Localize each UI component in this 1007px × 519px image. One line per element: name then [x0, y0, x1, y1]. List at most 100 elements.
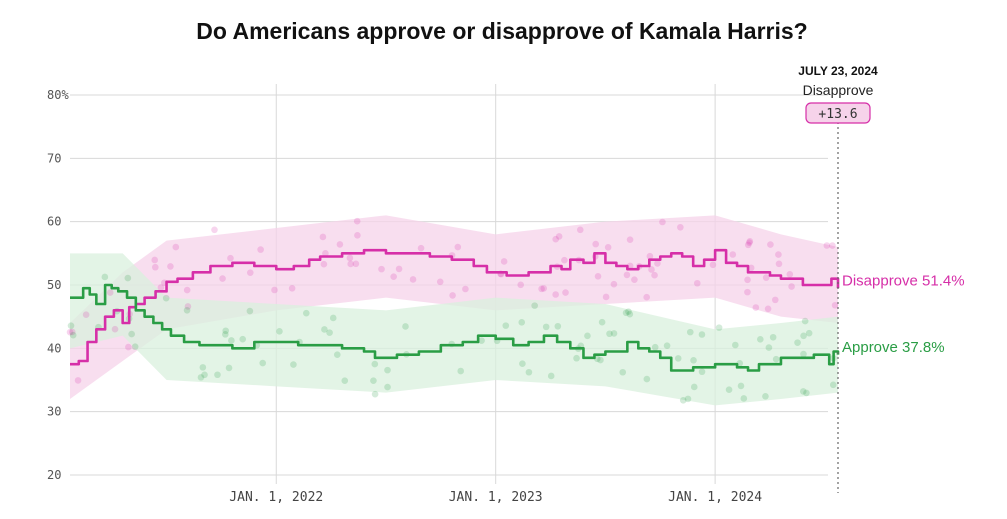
approve-poll-dot	[384, 383, 391, 391]
disapprove-poll-dot	[395, 265, 403, 273]
disapprove-poll-dot	[125, 343, 132, 351]
trend-lines	[70, 248, 840, 372]
disapprove-poll-dot	[151, 256, 159, 264]
y-tick-label: 30	[47, 405, 61, 419]
approve-poll-dot	[478, 337, 485, 344]
approve-poll-dot	[803, 389, 810, 397]
disapprove-poll-dot	[747, 264, 755, 272]
disapprove-poll-dot	[246, 269, 254, 276]
disapprove-poll-dot	[562, 289, 569, 296]
disapprove-poll-dot	[517, 281, 525, 289]
disapprove-end-label: Disapprove 51.4%	[842, 273, 965, 290]
disapprove-poll-dot	[552, 291, 559, 298]
approve-poll-dot	[214, 371, 221, 379]
annotation-date: JULY 23, 2024	[798, 64, 878, 78]
disapprove-poll-dot	[626, 236, 634, 243]
disapprove-poll-dot	[610, 280, 618, 288]
disapprove-poll-dot	[436, 278, 444, 286]
approve-poll-dot	[799, 388, 807, 395]
disapprove-poll-dot	[106, 289, 114, 296]
disapprove-poll-dot	[823, 242, 831, 249]
disapprove-poll-dot	[648, 266, 655, 273]
approve-poll-dot	[518, 319, 526, 326]
approve-band	[70, 253, 838, 406]
approve-poll-dot	[162, 294, 170, 302]
approve-poll-dot	[457, 367, 464, 375]
disapprove-poll-dot	[353, 217, 361, 225]
disapprove-poll-dot	[167, 263, 174, 270]
disapprove-poll-dot	[746, 238, 754, 245]
disapprove-poll-dot	[320, 260, 328, 268]
disapprove-poll-dot	[654, 260, 661, 267]
margin-badge	[805, 102, 871, 124]
approve-poll-dot	[651, 343, 659, 351]
approve-poll-dot	[402, 323, 409, 330]
approve-poll-dot	[715, 324, 723, 331]
approve-poll-dot	[686, 328, 694, 336]
approve-poll-dot	[597, 356, 604, 364]
approve-poll-dot	[800, 350, 807, 358]
disapprove-poll-dot	[111, 325, 119, 333]
disapprove-poll-dot	[219, 275, 226, 282]
x-tick-label: JAN. 1, 2023	[449, 490, 543, 505]
disapprove-poll-dot	[152, 263, 159, 271]
approve-poll-dot	[333, 351, 341, 359]
y-tick-label: 80%	[47, 88, 69, 102]
disapprove-poll-dot	[744, 276, 751, 284]
approve-poll-dot	[622, 309, 630, 317]
disapprove-poll-dot	[651, 271, 658, 279]
disapprove-poll-dot	[66, 328, 74, 336]
disapprove-poll-dot	[454, 243, 462, 251]
approve-poll-dot	[765, 344, 773, 351]
approve-poll-dot	[290, 361, 297, 368]
disapprove-poll-dot	[623, 271, 631, 279]
disapprove-poll-dot	[157, 284, 165, 291]
disapprove-poll-dot	[602, 293, 610, 301]
approve-poll-dot	[128, 330, 135, 338]
disapprove-poll-dot	[409, 276, 417, 283]
disapprove-poll-dot	[771, 296, 779, 304]
disapprove-poll-dot	[594, 273, 602, 280]
disapprove-poll-dot	[319, 233, 327, 241]
approve-poll-dot	[124, 274, 132, 282]
date-annotation: JULY 23, 2024 Disapprove +13.6	[798, 64, 878, 493]
end-labels: Disapprove 51.4% Approve 37.8%	[842, 273, 965, 357]
disapprove-poll-dot	[831, 301, 839, 309]
approve-poll-dot	[674, 355, 682, 362]
disapprove-poll-dot	[257, 246, 264, 253]
disapprove-poll-dot	[378, 265, 385, 273]
disapprove-poll-dot	[347, 260, 354, 268]
approve-poll-dot	[201, 371, 208, 379]
disapprove-poll-dot	[659, 218, 666, 226]
disapprove-poll-dot	[643, 293, 650, 301]
disapprove-poll-dot	[693, 279, 701, 287]
approve-poll-dot	[371, 360, 379, 368]
disapprove-poll-dot	[227, 254, 234, 262]
disapprove-poll-dot	[500, 258, 508, 265]
disapprove-poll-dot	[561, 256, 568, 264]
approve-poll-dot	[762, 393, 769, 400]
approve-poll-dot	[384, 366, 391, 374]
disapprove-poll-dot	[762, 274, 770, 281]
disapprove-poll-dot	[172, 243, 180, 251]
approve-poll-dot	[370, 377, 377, 384]
poll-dots	[66, 217, 839, 404]
disapprove-trend-line	[70, 248, 840, 366]
approve-poll-dot	[519, 360, 526, 367]
approve-poll-dot	[371, 390, 379, 398]
approve-poll-dot	[690, 383, 698, 391]
approve-poll-dot	[698, 331, 706, 338]
uncertainty-bands	[70, 215, 838, 406]
y-tick-label: 50	[47, 278, 61, 292]
approve-poll-dot	[684, 395, 692, 403]
approve-poll-dot	[769, 333, 777, 341]
disapprove-poll-dot	[68, 328, 76, 336]
disapprove-poll-dot	[211, 226, 218, 234]
approve-poll-dot	[805, 329, 813, 337]
disapprove-poll-dot	[417, 244, 425, 252]
approve-poll-dot	[757, 336, 764, 343]
approve-poll-dot	[239, 335, 247, 343]
disapprove-poll-dot	[646, 252, 654, 260]
approve-poll-dot	[101, 273, 109, 281]
